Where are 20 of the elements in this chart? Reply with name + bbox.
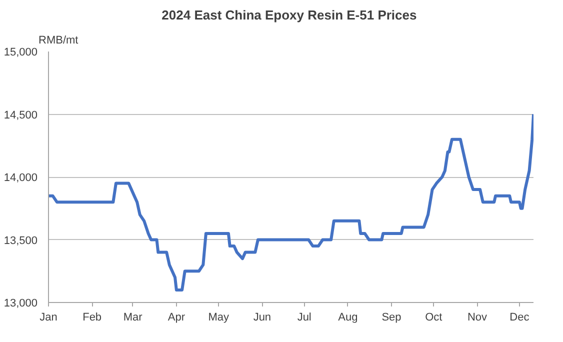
x-tick-label: Dec xyxy=(510,312,530,324)
x-tick-label: Jan xyxy=(40,312,58,324)
x-tick-label: Nov xyxy=(467,312,488,324)
x-tick-label: Mar xyxy=(123,312,143,324)
y-tick-label: 13,000 xyxy=(4,298,38,310)
chart-title: 2024 East China Epoxy Resin E-51 Prices xyxy=(162,8,417,22)
y-tick-label: 13,500 xyxy=(4,234,38,247)
x-tick-label: Jul xyxy=(297,312,312,324)
x-tick-label: Oct xyxy=(425,312,442,324)
y-axis-title: RMB/mt xyxy=(38,34,78,46)
x-tick-label: Aug xyxy=(338,312,358,324)
y-tick-label: 14,000 xyxy=(4,172,38,184)
line-series xyxy=(48,112,534,292)
x-tick-label: Jun xyxy=(253,312,272,324)
y-tick-label: 14,500 xyxy=(4,109,38,122)
y-tick-label: 15,000 xyxy=(4,46,38,58)
x-tick-label: Sep xyxy=(382,312,402,324)
x-tick-label: Feb xyxy=(82,312,102,324)
x-tick-label: May xyxy=(208,312,230,324)
x-tick-label: Apr xyxy=(168,312,186,324)
